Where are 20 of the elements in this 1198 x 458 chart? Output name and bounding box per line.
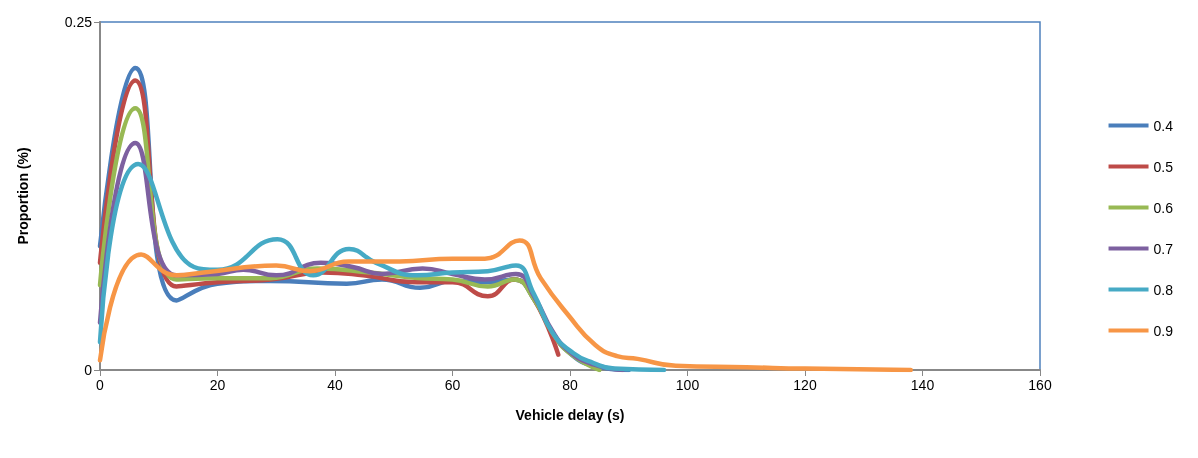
x-tick-label: 80 [562, 377, 578, 393]
x-tick-label: 0 [96, 377, 105, 393]
x-tick-label: 40 [327, 377, 343, 393]
x-tick-label: 140 [910, 377, 935, 393]
legend-label: 0.7 [1153, 240, 1174, 257]
line-series [97, 161, 667, 373]
x-tick-label: 160 [1028, 377, 1052, 393]
x-tick-label: 100 [675, 377, 700, 393]
x-axis-title: Vehicle delay (s) [515, 407, 625, 423]
x-tick-label: 20 [209, 377, 226, 393]
legend-label: 0.6 [1153, 199, 1174, 216]
legend-label: 0.5 [1153, 158, 1174, 175]
legend-label: 0.4 [1153, 117, 1174, 134]
line-series [97, 238, 913, 373]
legend-label: 0.8 [1153, 281, 1174, 298]
y-axis-title: Proportion (%) [15, 147, 31, 245]
x-tick-label: 60 [444, 377, 461, 393]
legend-label: 0.9 [1153, 322, 1174, 339]
x-tick-label: 120 [793, 377, 817, 393]
y-tick-label: 0.25 [64, 14, 93, 30]
